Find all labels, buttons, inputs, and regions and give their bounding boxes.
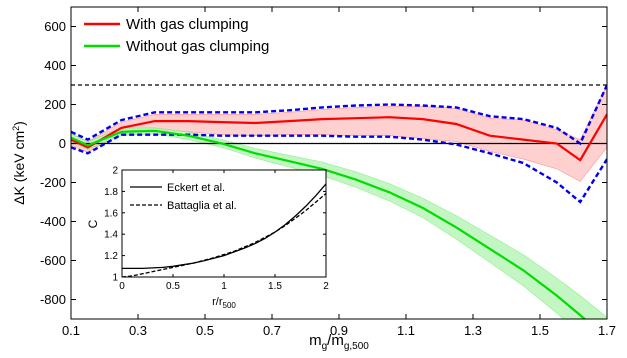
x-tick-label: 0.7	[263, 323, 281, 338]
y-tick-label: 600	[44, 19, 66, 34]
inset-y-tick-label: 1	[112, 273, 118, 284]
main-chart: 0.1 0.3 0.5 0.7 0.9 1.1 1.3 1.5 1.7 -800 -600 -400 -…	[11, 6, 616, 352]
inset-y-tick-label: 1.6	[104, 208, 118, 219]
inset-x-tick-label: 0	[119, 281, 125, 292]
x-tick-label: 1.5	[531, 323, 549, 338]
inset-y-tick-label: 1.4	[104, 230, 118, 241]
x-tick-label: 0.5	[196, 323, 214, 338]
inset-x-tick-label: 1.5	[268, 281, 282, 292]
x-tick-label: 1.7	[598, 323, 616, 338]
inset-y-axis-label: C	[86, 219, 100, 228]
main-ticks: 0.1 0.3 0.5 0.7 0.9 1.1 1.3 1.5 1.7 -800 -600 -400 -…	[40, 7, 616, 338]
inset-series-line-eckert-et-al-	[122, 183, 326, 270]
legend-label: With gas clumping	[126, 16, 249, 33]
inset-series-line-battaglia-et-al-	[122, 193, 326, 277]
y-tick-label: -600	[40, 253, 66, 268]
envelope-line-dashed-upper	[71, 84, 607, 146]
inset-x-tick-label: 0.5	[166, 281, 180, 292]
inset-x-tick-label: 1	[221, 281, 227, 292]
main-x-axis-label: mg/mg,500	[309, 332, 369, 352]
inset-y-tick-label: 1.8	[104, 187, 118, 198]
x-tick-label: 1.1	[397, 323, 415, 338]
band-without-gas-clumping	[71, 127, 607, 319]
main-series-lines	[71, 84, 607, 319]
y-tick-label: 200	[44, 97, 66, 112]
main-reference-lines	[71, 84, 607, 145]
inset-y-tick-label: 1.2	[104, 251, 118, 262]
y-tick-label: -200	[40, 175, 66, 190]
envelope-line-dashed-lower	[71, 133, 607, 204]
inset-legend: Eckert et al. Battaglia et al.	[130, 182, 237, 212]
inset-legend-label: Eckert et al.	[167, 182, 225, 194]
inset-x-axis-label: r/r500	[212, 296, 236, 310]
main-y-axis-label: ΔK (keV cm2)	[11, 121, 27, 205]
inset-chart: 0 0.5 1 1.5 2 1 1.2 1.4 1.6 1.8 2 Eckert et al. Bat…	[86, 166, 329, 311]
y-tick-label: 0	[59, 136, 66, 151]
inset-background	[122, 170, 326, 277]
inset-legend-label: Battaglia et al.	[167, 200, 237, 212]
x-tick-label: 0.3	[129, 323, 147, 338]
inset-y-tick-label: 2	[112, 166, 118, 177]
inset-x-tick-label: 2	[323, 281, 329, 292]
series-line-with-gas-clumping	[71, 113, 607, 162]
series-line-without-gas-clumping	[71, 129, 587, 319]
x-tick-label: 0.9	[330, 323, 348, 338]
x-tick-label: 0.1	[62, 323, 80, 338]
y-tick-label: 400	[44, 58, 66, 73]
y-tick-label: -400	[40, 214, 66, 229]
inset-series-lines	[122, 183, 326, 277]
x-tick-label: 1.3	[464, 323, 482, 338]
main-legend: With gas clumping Without gas clumping	[84, 16, 269, 55]
inset-ticks: 0 0.5 1 1.5 2 1 1.2 1.4 1.6 1.8 2	[104, 166, 329, 293]
legend-label: Without gas clumping	[126, 38, 269, 55]
y-tick-label: -800	[40, 292, 66, 307]
